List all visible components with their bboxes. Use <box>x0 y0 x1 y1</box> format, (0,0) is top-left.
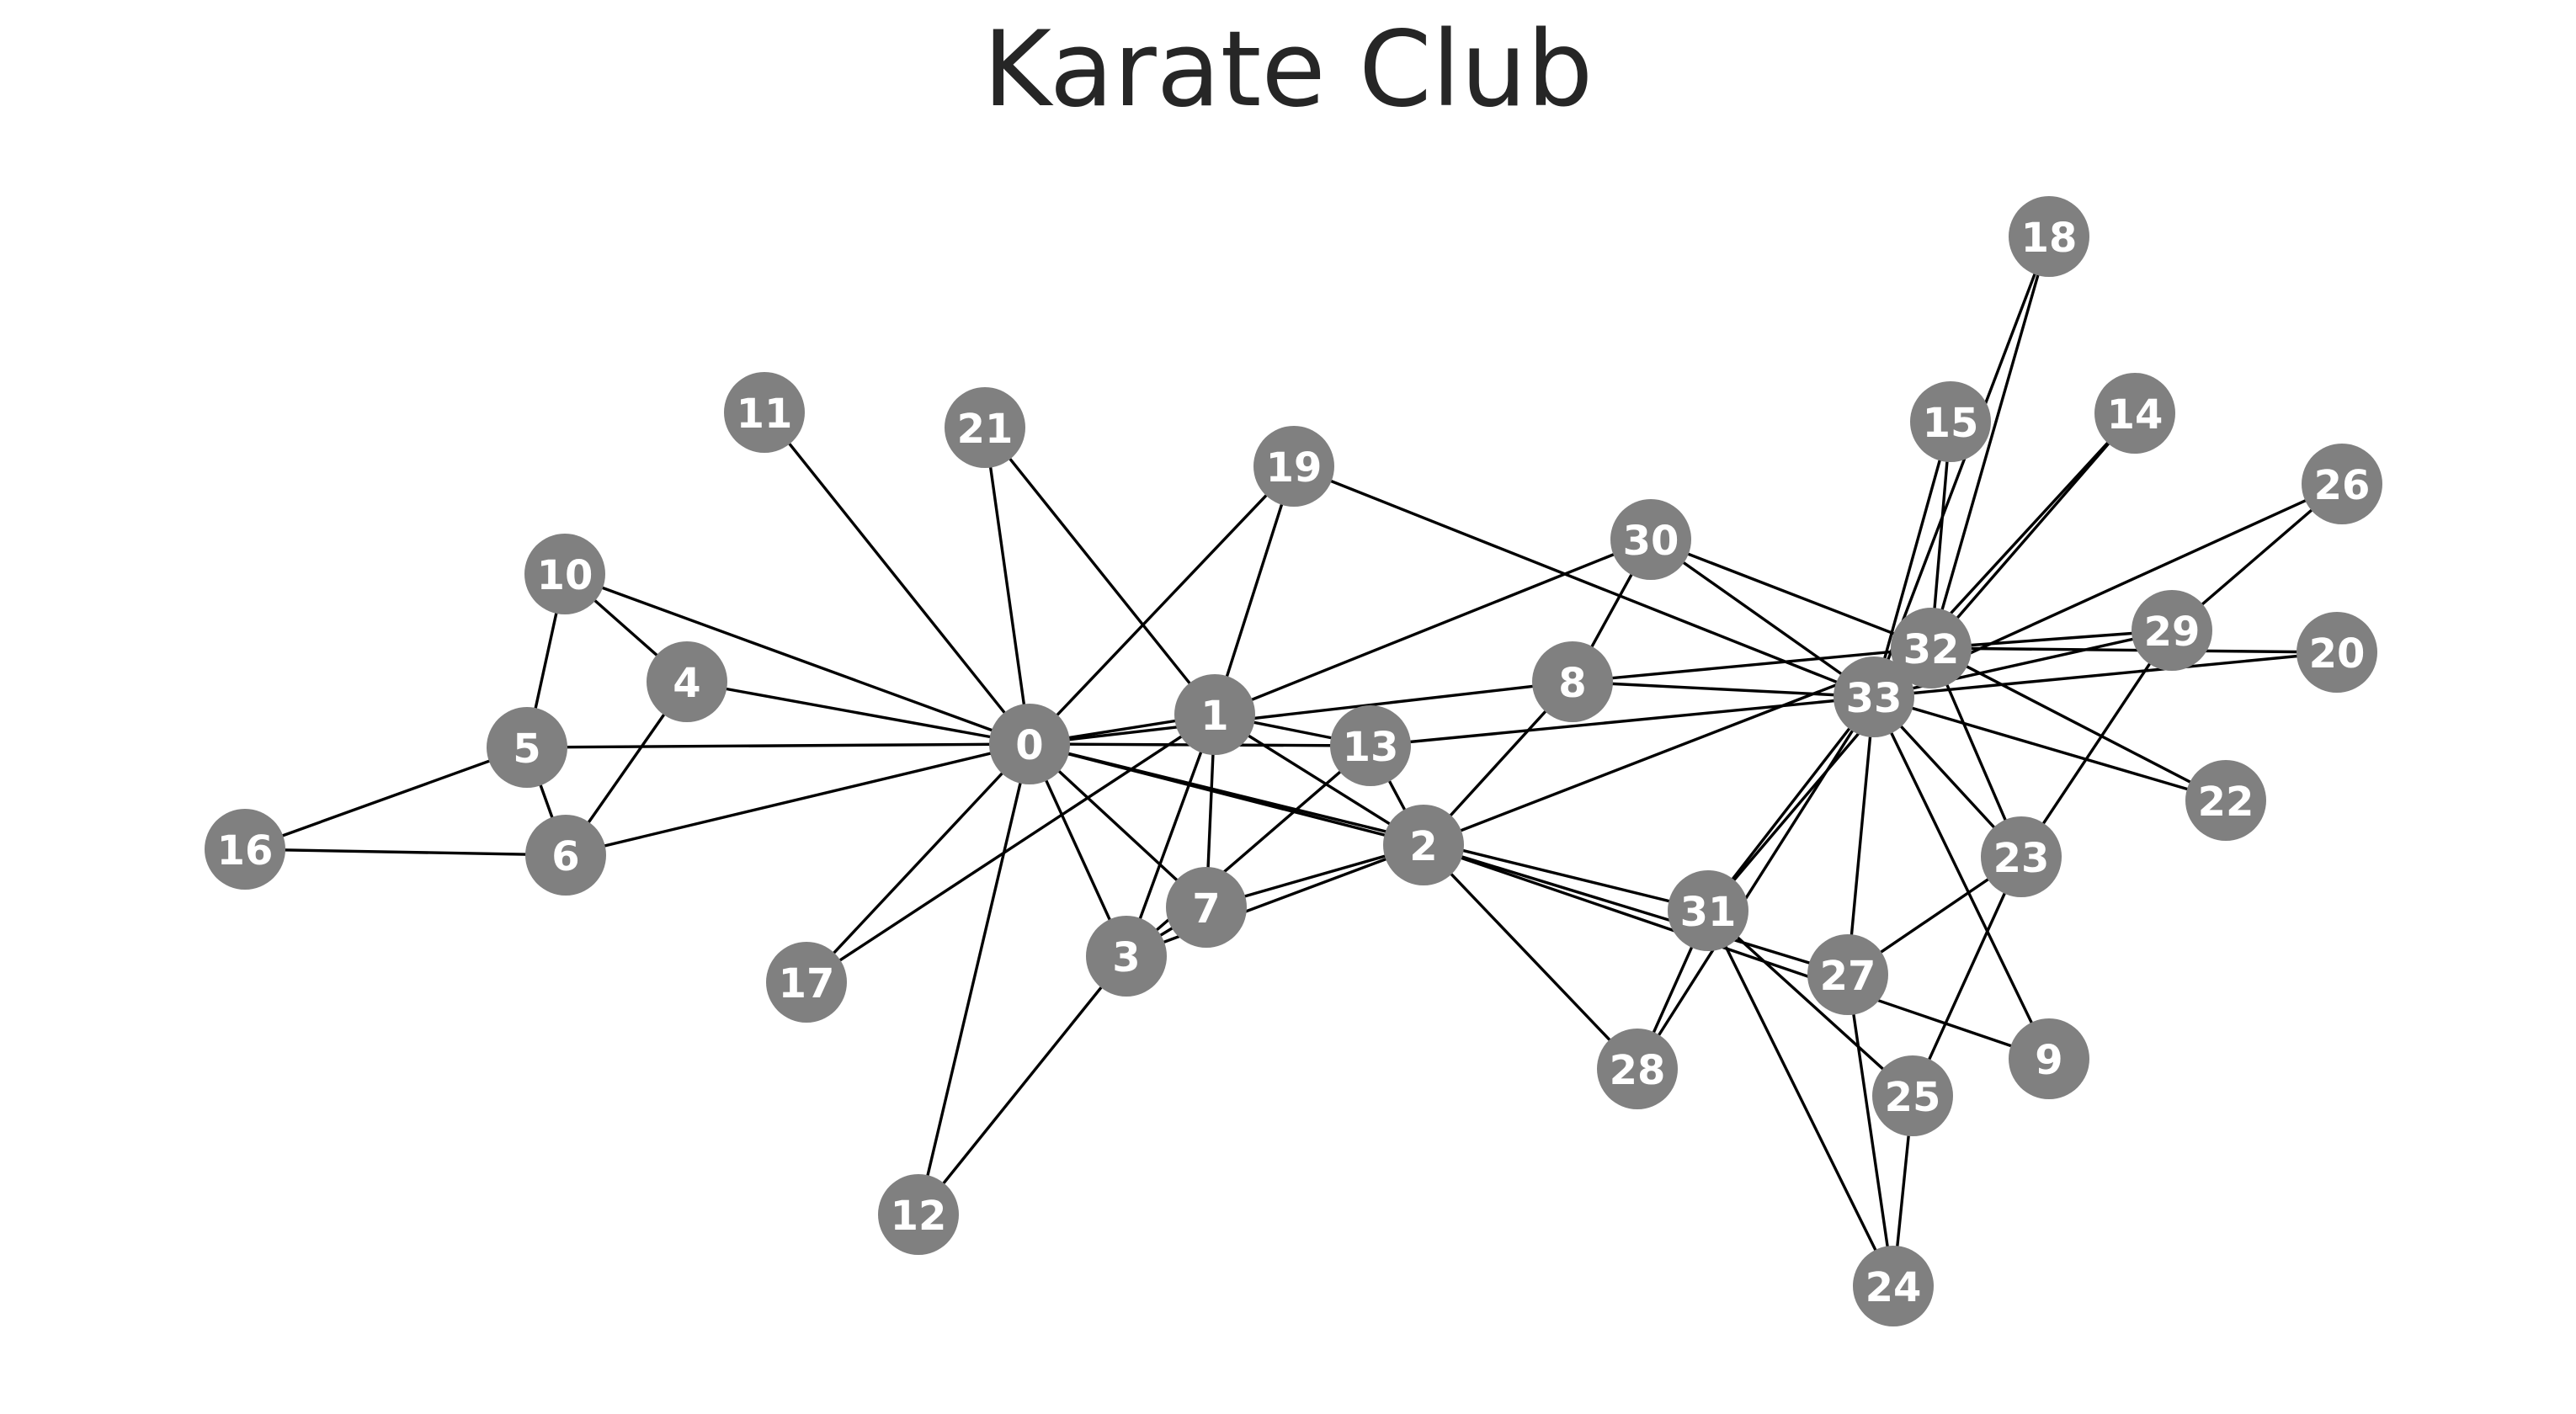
node-13: 13 <box>1330 705 1411 786</box>
node-label: 32 <box>1903 626 1960 673</box>
node-17: 17 <box>766 942 847 1023</box>
edge-30-33 <box>1651 540 1874 697</box>
node-6: 6 <box>525 815 606 896</box>
node-label: 1 <box>1200 693 1228 740</box>
node-24: 24 <box>1853 1246 1934 1326</box>
node-label: 4 <box>673 660 700 707</box>
edge-6-16 <box>245 849 566 855</box>
node-label: 16 <box>217 827 274 874</box>
node-label: 12 <box>891 1193 947 1240</box>
node-19: 19 <box>1253 426 1334 507</box>
node-label: 33 <box>1846 675 1903 722</box>
edge-0-5 <box>527 744 1030 747</box>
node-label: 28 <box>1610 1047 1666 1094</box>
node-label: 14 <box>2107 391 2164 439</box>
node-label: 5 <box>513 726 540 773</box>
edge-0-19 <box>1030 466 1294 744</box>
node-label: 24 <box>1865 1264 1922 1311</box>
edge-27-33 <box>1848 697 1874 975</box>
edge-30-32 <box>1651 540 1931 648</box>
node-16: 16 <box>205 809 285 890</box>
node-21: 21 <box>945 387 1025 468</box>
node-label: 29 <box>2144 609 2201 656</box>
node-31: 31 <box>1668 870 1748 951</box>
node-9: 9 <box>2009 1018 2089 1099</box>
edge-0-17 <box>806 744 1030 982</box>
node-14: 14 <box>2094 373 2175 454</box>
node-label: 0 <box>1015 722 1043 769</box>
node-label: 9 <box>2035 1037 2062 1084</box>
node-layer: 0123456789101112131415161718192021222324… <box>205 196 2382 1326</box>
edge-13-33 <box>1370 697 1874 746</box>
node-label: 3 <box>1112 934 1140 981</box>
node-label: 20 <box>2309 630 2366 678</box>
node-label: 13 <box>1343 724 1399 771</box>
node-label: 22 <box>2198 779 2254 826</box>
edge-0-4 <box>687 682 1030 744</box>
node-20: 20 <box>2297 612 2377 693</box>
node-0: 0 <box>989 704 1070 784</box>
node-label: 25 <box>1885 1074 1941 1121</box>
node-label: 26 <box>2314 462 2371 509</box>
edge-23-29 <box>2021 630 2172 857</box>
node-26: 26 <box>2302 444 2382 524</box>
node-5: 5 <box>487 707 567 788</box>
node-label: 15 <box>1923 400 1979 447</box>
node-8: 8 <box>1532 641 1613 722</box>
node-3: 3 <box>1086 916 1167 997</box>
node-27: 27 <box>1807 934 1888 1015</box>
node-10: 10 <box>524 534 605 614</box>
node-18: 18 <box>2009 196 2089 277</box>
node-label: 6 <box>551 833 579 880</box>
node-label: 21 <box>957 406 1014 453</box>
node-1: 1 <box>1174 674 1255 755</box>
node-12: 12 <box>878 1174 959 1255</box>
node-7: 7 <box>1166 867 1247 948</box>
node-label: 18 <box>2021 215 2078 262</box>
node-label: 19 <box>1266 444 1323 492</box>
node-label: 11 <box>737 391 793 438</box>
node-label: 27 <box>1820 953 1876 1000</box>
node-33: 33 <box>1834 656 1914 737</box>
edge-20-32 <box>1931 648 2337 652</box>
edge-25-31 <box>1708 911 1913 1096</box>
node-11: 11 <box>724 372 805 453</box>
node-4: 4 <box>647 641 727 722</box>
edge-0-6 <box>566 744 1030 855</box>
node-28: 28 <box>1597 1029 1678 1109</box>
edge-5-16 <box>245 747 527 849</box>
node-label: 7 <box>1192 885 1220 933</box>
node-15: 15 <box>1910 381 1991 462</box>
node-label: 23 <box>1993 835 2050 882</box>
node-2: 2 <box>1383 805 1464 885</box>
node-25: 25 <box>1872 1055 1953 1136</box>
edge-31-33 <box>1708 697 1874 911</box>
node-label: 10 <box>537 552 593 599</box>
node-22: 22 <box>2185 760 2266 841</box>
node-30: 30 <box>1610 499 1691 580</box>
node-29: 29 <box>2132 590 2212 671</box>
edge-22-33 <box>1874 697 2226 800</box>
node-label: 30 <box>1623 518 1679 565</box>
edge-22-32 <box>1931 648 2226 800</box>
node-label: 17 <box>779 960 835 1007</box>
node-label: 8 <box>1558 660 1586 707</box>
node-label: 31 <box>1680 889 1737 936</box>
node-label: 2 <box>1409 823 1437 870</box>
node-23: 23 <box>1981 816 2062 897</box>
